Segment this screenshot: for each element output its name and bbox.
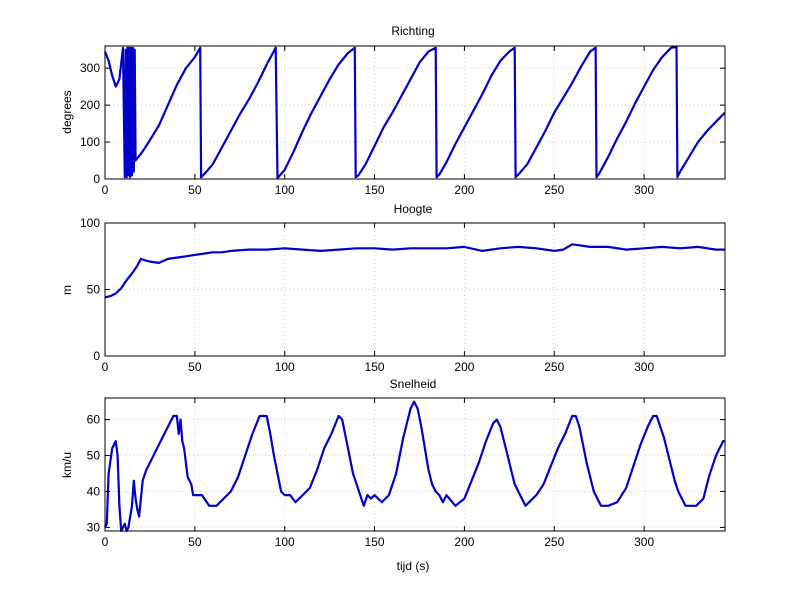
x-tick-label: 0 <box>102 183 109 197</box>
y-tick-label: 40 <box>87 484 101 498</box>
x-tick-label: 0 <box>102 360 109 374</box>
x-tick-label: 50 <box>188 183 202 197</box>
subplot-snelheid: Snelheid km/u tijd (s) 0 50 100 150 200 250 30… <box>60 377 726 573</box>
y-tick-label: 60 <box>87 413 101 427</box>
axes-box <box>104 45 726 180</box>
subplot-richting: Richting degrees 0 50 100 150 200 250 300 0 100 2… <box>60 24 726 197</box>
subplot-title: Richting <box>391 24 434 38</box>
y-tick-label: 100 <box>80 216 100 230</box>
x-tick-label: 300 <box>634 535 654 549</box>
x-tick-label: 50 <box>188 535 202 549</box>
x-tick-label: 100 <box>275 183 295 197</box>
x-tick-label: 150 <box>365 535 385 549</box>
y-tick-label: 50 <box>87 449 101 463</box>
x-tick-label: 250 <box>544 360 564 374</box>
y-tick-label: 100 <box>80 135 100 149</box>
x-tick-label: 300 <box>634 360 654 374</box>
x-tick-label: 200 <box>454 535 474 549</box>
x-tick-label: 250 <box>544 183 564 197</box>
x-tick-label: 100 <box>275 535 295 549</box>
subplot-title: Snelheid <box>390 377 437 391</box>
x-tick-label: 150 <box>365 183 385 197</box>
y-axis-label: km/u <box>60 452 74 478</box>
y-tick-label: 30 <box>87 520 101 534</box>
y-tick-label: 0 <box>93 172 100 186</box>
data-series-line <box>103 45 726 180</box>
subplot-hoogte: Hoogte m 0 50 100 150 200 250 300 0 50 100 <box>60 202 726 374</box>
x-tick-label: 0 <box>102 535 109 549</box>
data-series-line <box>104 400 725 533</box>
y-axis-label: degrees <box>60 90 74 133</box>
x-tick-label: 150 <box>365 360 385 374</box>
y-tick-label: 50 <box>87 283 101 297</box>
x-tick-label: 100 <box>275 360 295 374</box>
y-tick-label: 0 <box>93 349 100 363</box>
y-tick-label: 300 <box>80 61 100 75</box>
x-tick-label: 300 <box>634 183 654 197</box>
x-tick-label: 50 <box>188 360 202 374</box>
x-axis-label: tijd (s) <box>397 559 430 573</box>
y-axis-label: m <box>60 285 74 295</box>
x-tick-label: 200 <box>454 183 474 197</box>
x-tick-label: 250 <box>544 535 564 549</box>
x-tick-label: 200 <box>454 360 474 374</box>
y-tick-label: 200 <box>80 98 100 112</box>
axes-box <box>104 397 726 532</box>
subplot-title: Hoogte <box>394 202 433 216</box>
data-series-line <box>104 243 725 299</box>
